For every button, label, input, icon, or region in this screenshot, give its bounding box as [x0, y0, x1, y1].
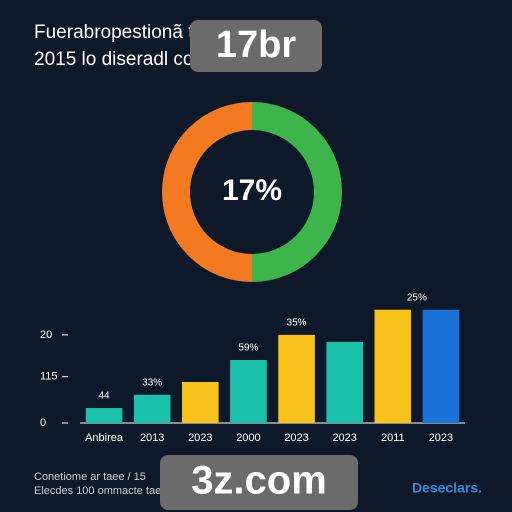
- annotation: 25%: [407, 292, 427, 303]
- annotation: 59%: [238, 343, 258, 354]
- bar: [422, 309, 460, 423]
- x-tick-label: 2023: [284, 432, 308, 444]
- overlay-box: [190, 20, 322, 72]
- x-tick-label: 2023: [188, 432, 212, 444]
- y-tick-label: 115: [40, 371, 58, 383]
- bar: [326, 341, 363, 423]
- x-tick-label: 2011: [381, 432, 405, 444]
- annotation: 35%: [287, 317, 307, 328]
- logo: Deseclars.: [412, 480, 482, 496]
- bar: [85, 408, 123, 423]
- x-tick-label: Anbirea: [85, 432, 124, 444]
- y-tick-label: 20: [40, 329, 52, 341]
- donut-center-label: 17%: [222, 174, 282, 207]
- annotation: 33%: [142, 377, 162, 388]
- donut-slice: [252, 102, 342, 282]
- annotation: 44: [99, 391, 111, 402]
- overlay-text: 3z.com: [191, 459, 327, 503]
- bar: [133, 394, 171, 423]
- bar: [278, 334, 315, 423]
- x-tick-label: 2023: [332, 432, 356, 444]
- x-tick-label: 2023: [429, 432, 453, 444]
- bar: [374, 309, 412, 423]
- overlay-text: 17br: [216, 24, 296, 66]
- footer-text: Elecdes 100 ommacte taelo: [34, 485, 170, 497]
- charts: 17% 0 115 20 Anbirea 2013 2023 2000 2023 2023 2011…: [40, 102, 465, 444]
- donut-slice: [162, 102, 252, 282]
- x-tick-label: 2000: [236, 432, 260, 444]
- bar: [182, 382, 219, 423]
- bar: [230, 359, 267, 423]
- y-tick-label: 0: [40, 417, 46, 429]
- footer-text: Conetiome ar taee / 15: [34, 471, 146, 483]
- overlay-box: [160, 455, 358, 510]
- x-tick-label: 2013: [140, 432, 164, 444]
